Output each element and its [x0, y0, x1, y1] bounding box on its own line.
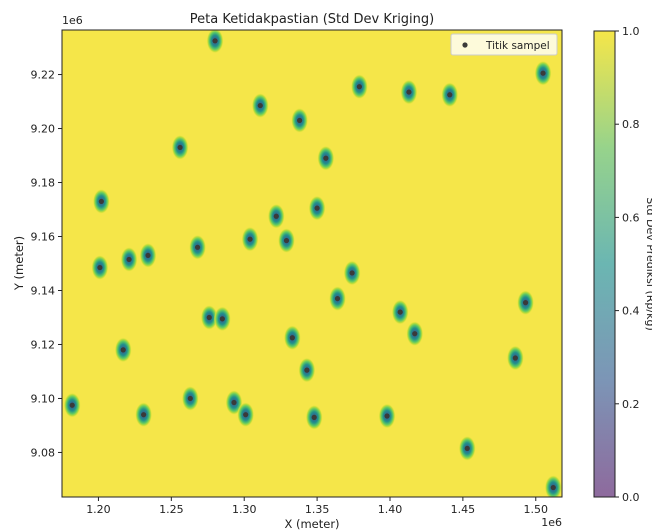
sample-point [464, 445, 470, 452]
sample-point [550, 484, 556, 491]
sample-point [247, 236, 253, 242]
sample-point [219, 316, 225, 322]
colorbar-tick-label: 0.6 [622, 211, 640, 224]
sample-point [540, 70, 546, 76]
x-tick-label: 1.50 [524, 503, 549, 516]
colorbar-tick-label: 0.4 [622, 305, 640, 318]
sample-point [141, 412, 147, 418]
y-tick-label: 9.10 [31, 392, 56, 405]
sample-point [98, 198, 104, 205]
sample-point [257, 102, 263, 109]
sample-point [243, 412, 249, 418]
y-tick-label: 9.18 [31, 177, 56, 190]
sample-point [384, 413, 390, 419]
x-tick-label: 1.25 [159, 503, 184, 516]
x-axis: 1.20 1.25 1.30 1.35 1.40 1.45 1.50 [86, 497, 548, 516]
x-tick-label: 1.40 [378, 503, 403, 516]
y-offset-label: 1e6 [62, 14, 83, 27]
colorbar-tick-label: 1.0 [622, 25, 640, 38]
x-tick-label: 1.45 [451, 503, 476, 516]
sample-point [120, 347, 126, 353]
colorbar-ticks: 0.0 0.2 0.4 0.6 0.8 1.0 [615, 25, 640, 504]
plot-area [61, 29, 563, 498]
y-tick-label: 9.22 [31, 69, 56, 82]
legend-marker [462, 42, 468, 48]
sample-point [323, 155, 329, 161]
legend: Titik sampel [450, 33, 558, 56]
sample-point [177, 144, 183, 151]
y-tick-label: 9.08 [31, 446, 56, 459]
sample-point [206, 314, 212, 321]
y-axis-title: Y (meter) [12, 236, 26, 291]
colorbar: 0.0 0.2 0.4 0.6 0.8 1.0 Std Dev Prediksi (Rp/… [593, 25, 652, 504]
colorbar-gradient [593, 30, 616, 498]
sample-point [412, 331, 418, 337]
sample-point [447, 92, 453, 98]
sample-point [356, 84, 362, 90]
sample-point [397, 309, 403, 315]
sample-point [304, 367, 310, 373]
sample-point [289, 335, 295, 341]
sample-point [212, 38, 218, 44]
y-tick-label: 9.12 [31, 338, 56, 351]
legend-box [450, 33, 558, 56]
sample-point [522, 300, 529, 306]
sample-point [334, 295, 341, 302]
colorbar-tick-label: 0.2 [622, 398, 640, 411]
chart-title: Peta Ketidakpastian (Std Dev Kriging) [190, 12, 435, 27]
sample-point [187, 395, 193, 402]
y-axis: 9.08 9.10 9.12 9.14 9.16 9.18 9.20 9.22 [31, 69, 62, 459]
x-offset-label: 1e6 [541, 516, 562, 529]
sample-point [126, 256, 132, 263]
sample-point [283, 237, 290, 244]
legend-label: Titik sampel [485, 40, 550, 52]
x-tick-label: 1.30 [232, 503, 257, 516]
uncertainty-spots [63, 30, 562, 497]
x-tick-label: 1.35 [305, 503, 330, 516]
y-tick-label: 9.20 [31, 123, 56, 136]
sample-point [297, 117, 303, 124]
sample-points-layer [69, 38, 556, 491]
sample-point [145, 252, 151, 259]
sample-point [231, 399, 237, 406]
colorbar-label: Std Dev Prediksi (Rp/kg) [644, 197, 652, 330]
sample-point [194, 244, 201, 250]
sample-point [69, 402, 75, 408]
sample-point [512, 355, 518, 361]
sample-point [273, 213, 279, 219]
y-tick-label: 9.14 [31, 284, 56, 297]
colorbar-tick-label: 0.8 [622, 118, 640, 131]
x-axis-title: X (meter) [284, 517, 339, 531]
y-tick-label: 9.16 [31, 231, 56, 244]
sample-point [311, 414, 317, 420]
sample-point [406, 89, 412, 95]
sample-point [97, 264, 103, 271]
sample-point [314, 205, 320, 211]
sample-point [349, 270, 355, 276]
plot-frame [61, 29, 563, 498]
x-tick-label: 1.20 [86, 503, 111, 516]
colorbar-tick-label: 0.0 [622, 491, 640, 504]
